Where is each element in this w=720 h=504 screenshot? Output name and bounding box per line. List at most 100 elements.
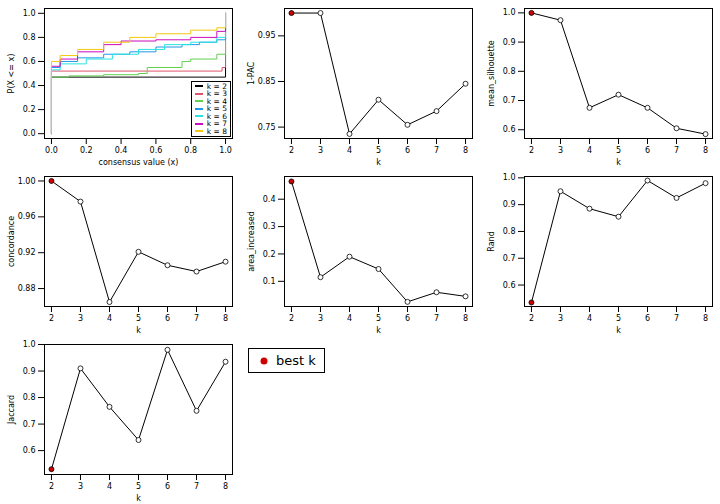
svg-text:P(X <= x): P(X <= x): [7, 54, 16, 94]
svg-text:1.0: 1.0: [503, 8, 516, 17]
svg-text:0.6: 0.6: [23, 57, 36, 66]
svg-text:k: k: [616, 326, 621, 335]
svg-text:0.4: 0.4: [23, 81, 36, 90]
svg-text:7: 7: [194, 482, 199, 491]
html-text:k = 2: k = 2: [206, 81, 227, 91]
svg-text:0.8: 0.8: [503, 67, 516, 76]
svg-text:5: 5: [376, 146, 381, 155]
svg-text:0.7: 0.7: [503, 254, 516, 263]
svg-text:1-PAC: 1-PAC: [247, 61, 256, 85]
html-text:k = 8: k = 8: [206, 126, 227, 136]
svg-text:0.96: 0.96: [18, 212, 36, 221]
svg-text:k: k: [136, 326, 141, 335]
svg-text:0.1: 0.1: [263, 277, 276, 286]
svg-text:0.8: 0.8: [503, 227, 516, 236]
svg-text:0.9: 0.9: [503, 38, 516, 47]
svg-text:mean_silhouette: mean_silhouette: [487, 40, 496, 107]
svg-text:0.6: 0.6: [503, 125, 516, 134]
svg-text:Jaccard: Jaccard: [7, 395, 16, 425]
svg-text:6: 6: [405, 146, 410, 155]
svg-text:7: 7: [674, 146, 679, 155]
svg-text:8: 8: [463, 314, 468, 323]
svg-text:1.0: 1.0: [23, 340, 36, 349]
svg-text:7: 7: [434, 146, 439, 155]
svg-text:2: 2: [49, 482, 54, 491]
svg-text:1.0: 1.0: [23, 9, 36, 18]
svg-text:0.8: 0.8: [23, 393, 36, 402]
svg-text:Rand: Rand: [487, 231, 496, 251]
html-text:k = 4: k = 4: [206, 96, 227, 106]
svg-text:6: 6: [645, 146, 650, 155]
svg-text:8: 8: [223, 482, 228, 491]
svg-text:0.9: 0.9: [23, 367, 36, 376]
svg-text:7: 7: [674, 314, 679, 323]
svg-text:2: 2: [529, 314, 534, 323]
svg-text:k: k: [616, 158, 621, 167]
svg-text:8: 8: [703, 314, 708, 323]
html-text:best k: best k: [276, 353, 316, 368]
svg-text:2: 2: [289, 146, 294, 155]
svg-text:8: 8: [703, 146, 708, 155]
svg-text:6: 6: [405, 314, 410, 323]
svg-text:0.0: 0.0: [45, 146, 58, 155]
svg-text:4: 4: [347, 146, 352, 155]
html-text:k = 6: k = 6: [206, 111, 227, 121]
svg-text:3: 3: [558, 314, 563, 323]
svg-text:0.8: 0.8: [184, 146, 197, 155]
svg-text:0.9: 0.9: [503, 200, 516, 209]
svg-text:0.88: 0.88: [18, 284, 36, 293]
svg-text:5: 5: [136, 482, 141, 491]
svg-text:0.3: 0.3: [263, 222, 276, 231]
svg-text:2: 2: [529, 146, 534, 155]
svg-text:0.95: 0.95: [258, 31, 276, 40]
svg-text:5: 5: [616, 314, 621, 323]
svg-text:5: 5: [616, 146, 621, 155]
svg-text:3: 3: [78, 314, 83, 323]
svg-text:5: 5: [376, 314, 381, 323]
svg-text:2: 2: [49, 314, 54, 323]
svg-text:4: 4: [107, 482, 112, 491]
svg-text:0.92: 0.92: [18, 248, 36, 257]
svg-text:k: k: [376, 158, 381, 167]
svg-text:6: 6: [645, 314, 650, 323]
svg-text:0.7: 0.7: [23, 420, 36, 429]
svg-text:k: k: [376, 326, 381, 335]
svg-text:3: 3: [558, 146, 563, 155]
html-text:k = 3: k = 3: [206, 89, 227, 98]
svg-text:1.0: 1.0: [503, 173, 516, 182]
svg-text:8: 8: [463, 146, 468, 155]
svg-text:8: 8: [223, 314, 228, 323]
svg-text:7: 7: [194, 314, 199, 323]
svg-text:3: 3: [318, 314, 323, 323]
svg-text:6: 6: [165, 314, 170, 323]
svg-text:area_increased: area_increased: [247, 211, 256, 272]
svg-text:4: 4: [587, 146, 592, 155]
svg-text:0.6: 0.6: [150, 146, 163, 155]
svg-text:0.4: 0.4: [115, 146, 128, 155]
svg-text:0.7: 0.7: [503, 96, 516, 105]
svg-text:0.2: 0.2: [23, 105, 36, 114]
svg-text:0.4: 0.4: [263, 195, 276, 204]
svg-text:7: 7: [434, 314, 439, 323]
svg-text:0.8: 0.8: [23, 33, 36, 42]
svg-text:3: 3: [78, 482, 83, 491]
svg-text:1.0: 1.0: [219, 146, 232, 155]
svg-text:1.00: 1.00: [18, 177, 36, 186]
svg-text:3: 3: [318, 146, 323, 155]
svg-text:4: 4: [347, 314, 352, 323]
svg-text:4: 4: [107, 314, 112, 323]
svg-text:k: k: [136, 494, 141, 503]
svg-text:consensus value (x): consensus value (x): [99, 158, 179, 167]
svg-text:0.6: 0.6: [503, 281, 516, 290]
svg-text:5: 5: [136, 314, 141, 323]
svg-text:0.75: 0.75: [258, 123, 276, 132]
svg-text:0.2: 0.2: [263, 250, 276, 259]
svg-text:4: 4: [587, 314, 592, 323]
svg-text:concordance: concordance: [7, 216, 16, 267]
svg-text:6: 6: [165, 482, 170, 491]
svg-text:0.6: 0.6: [23, 446, 36, 455]
svg-text:0.85: 0.85: [258, 77, 276, 86]
svg-text:0.0: 0.0: [23, 129, 36, 138]
svg-text:2: 2: [289, 314, 294, 323]
svg-text:0.2: 0.2: [80, 146, 93, 155]
